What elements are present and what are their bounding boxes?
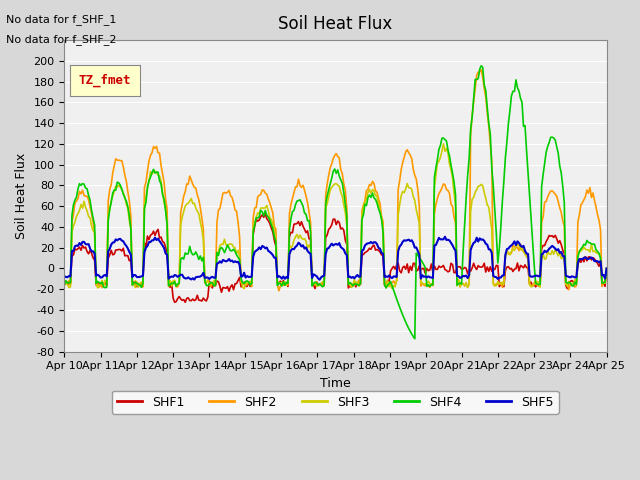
SHF2: [603, 265, 611, 271]
SHF1: [251, 223, 259, 229]
SHF2: [61, 280, 68, 286]
Text: No data for f_SHF_2: No data for f_SHF_2: [6, 34, 117, 45]
SHF2: [299, 182, 307, 188]
SHF4: [222, 246, 230, 252]
SHF2: [250, 215, 257, 221]
SHF5: [298, 243, 305, 249]
SHF4: [411, 336, 419, 342]
SHF4: [298, 200, 305, 205]
SHF3: [603, 265, 611, 271]
SHF3: [61, 282, 68, 288]
SHF3: [240, 286, 248, 291]
SHF5: [603, 265, 611, 271]
SHF5: [222, 259, 230, 264]
Legend: SHF1, SHF2, SHF3, SHF4, SHF5: SHF1, SHF2, SHF3, SHF4, SHF5: [112, 391, 559, 414]
Line: SHF3: SHF3: [65, 144, 607, 288]
SHF4: [250, 229, 257, 235]
SHF2: [275, 288, 283, 294]
Y-axis label: Soil Heat Flux: Soil Heat Flux: [15, 153, 28, 239]
SHF3: [299, 237, 307, 242]
SHF5: [250, 254, 257, 260]
SHF5: [575, 256, 583, 262]
SHF5: [61, 273, 68, 279]
Line: SHF1: SHF1: [65, 214, 607, 302]
SHF2: [127, 214, 134, 219]
SHF2: [222, 191, 230, 196]
SHF5: [240, 270, 248, 276]
SHF4: [603, 265, 611, 271]
Text: No data for f_SHF_1: No data for f_SHF_1: [6, 14, 116, 25]
SHF4: [240, 280, 248, 286]
SHF1: [261, 211, 269, 216]
X-axis label: Time: Time: [320, 377, 351, 390]
SHF2: [477, 67, 485, 72]
SHF1: [242, 283, 250, 289]
SHF3: [242, 280, 250, 286]
SHF3: [127, 226, 134, 231]
SHF4: [575, 249, 583, 254]
SHF5: [441, 234, 449, 240]
SHF3: [251, 220, 259, 226]
SHF3: [440, 141, 447, 147]
SHF3: [575, 248, 583, 253]
SHF5: [316, 277, 323, 283]
SHF2: [240, 280, 248, 286]
SHF1: [127, 257, 134, 263]
SHF1: [223, 284, 231, 289]
SHF3: [222, 242, 230, 248]
SHF1: [61, 281, 68, 287]
SHF1: [575, 257, 583, 263]
Line: SHF5: SHF5: [65, 237, 607, 280]
SHF1: [301, 227, 308, 232]
SHF1: [603, 265, 611, 271]
SHF5: [127, 252, 134, 257]
SHF4: [477, 63, 485, 69]
SHF4: [127, 226, 134, 232]
Title: Soil Heat Flux: Soil Heat Flux: [278, 15, 392, 33]
Line: SHF4: SHF4: [65, 66, 607, 339]
SHF2: [575, 212, 583, 218]
Line: SHF2: SHF2: [65, 70, 607, 291]
SHF1: [171, 300, 179, 305]
SHF4: [61, 282, 68, 288]
